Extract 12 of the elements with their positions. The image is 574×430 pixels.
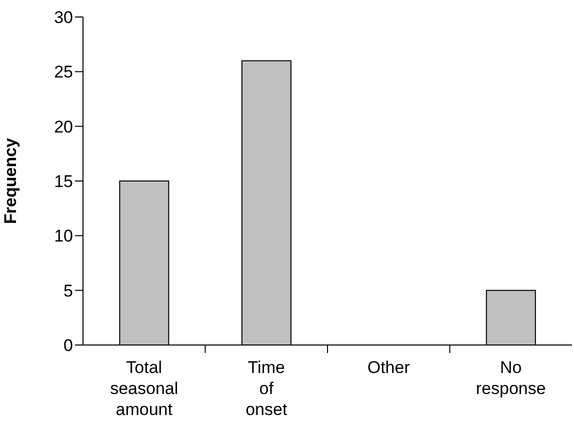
y-tick-label: 0: [64, 336, 73, 356]
y-tick-label: 20: [54, 117, 73, 136]
y-tick-label: 10: [54, 226, 73, 246]
y-tick-label: 30: [54, 8, 73, 28]
x-tick-label: Total seasonal amount: [110, 358, 178, 419]
y-axis-title: Frequency: [1, 137, 20, 224]
x-tick-label: No response: [476, 358, 546, 398]
y-tick-label: 15: [54, 172, 73, 192]
y-tick-label: 5: [64, 281, 73, 300]
x-tick-label: Time of onset: [246, 358, 288, 419]
y-tick-label: 25: [54, 62, 73, 82]
x-tick-label: Other: [367, 358, 410, 377]
